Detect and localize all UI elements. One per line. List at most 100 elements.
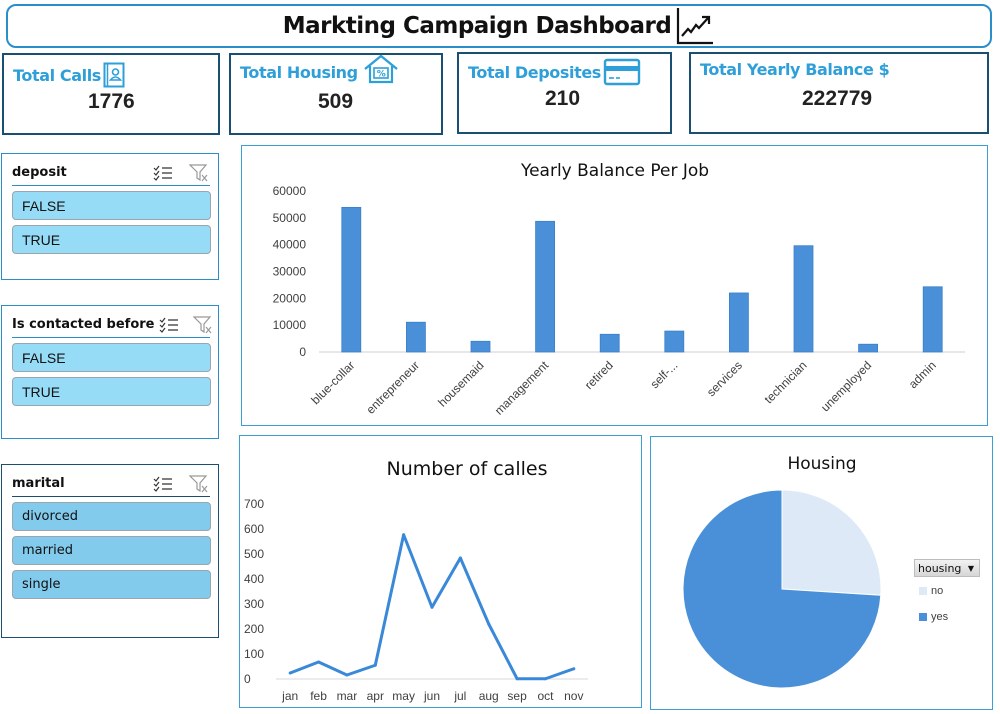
calls-line-chart: Number of calles 0 100 200 300 400 500 600 700 ja… <box>244 458 588 703</box>
bar-admin <box>922 286 943 353</box>
data-point-jun <box>430 605 434 609</box>
x-tick-label: sep <box>507 689 527 703</box>
kpi-label: Total Calls <box>13 65 101 85</box>
y-tick-label: 0 <box>244 672 251 686</box>
slicer-title: deposit <box>12 165 67 180</box>
y-tick-label: 20000 <box>273 291 307 305</box>
x-tick-label: jan <box>281 689 298 703</box>
legend-swatch-no <box>919 587 927 595</box>
y-tick-label: 400 <box>244 572 264 586</box>
bar-retired <box>599 333 620 353</box>
legend-label: yes <box>931 611 949 623</box>
bar-chart-panel: Yearly Balance Per Job 0 10000 20000 30000 40… <box>241 145 988 426</box>
bar-unemployed <box>858 343 878 353</box>
y-tick-label: 0 <box>299 345 306 359</box>
x-tick-label: housemaid <box>435 358 486 409</box>
x-tick-label: may <box>392 689 415 703</box>
bar-entrepreneur <box>405 321 426 353</box>
y-tick-label: 100 <box>244 647 264 661</box>
kpi-card-total-calls: Total Calls 1776 <box>2 53 220 135</box>
x-tick-label: retired <box>582 358 616 392</box>
x-tick-label: aug <box>479 689 499 703</box>
slicer-item-married[interactable]: married <box>12 536 211 565</box>
y-tick-label: 200 <box>244 622 264 636</box>
kpi-label: Total Deposites <box>468 62 601 82</box>
kpi-label: Total Housing <box>240 62 358 82</box>
slicer-title: Is contacted before <box>12 317 155 332</box>
multi-select-icon[interactable] <box>159 315 179 335</box>
legend-filter-dropdown[interactable]: housing ▼ <box>914 559 980 577</box>
house-percent-icon: % <box>363 54 398 84</box>
slicer-item-false[interactable]: FALSE <box>12 191 211 220</box>
dropdown-arrow-icon: ▼ <box>967 563 974 573</box>
y-tick-label: 700 <box>244 497 264 511</box>
x-tick-label: apr <box>367 689 384 703</box>
bar-technician <box>793 245 814 353</box>
kpi-label: Total Yearly Balance $ <box>700 60 890 79</box>
y-tick-label: 40000 <box>273 238 307 252</box>
slicer-header: marital <box>12 471 210 497</box>
x-tick-label: entrepreneur <box>364 358 422 416</box>
legend-item-no: no <box>919 585 943 597</box>
x-tick-label: self-... <box>647 358 680 391</box>
kpi-value: 210 <box>545 87 581 110</box>
x-tick-label: management <box>492 358 552 418</box>
pie-slice-no <box>781 489 882 596</box>
bar-blue-collar <box>341 206 362 353</box>
svg-text:%: % <box>376 70 385 80</box>
slicer-item-true[interactable]: TRUE <box>12 225 211 254</box>
x-tick-label: technician <box>762 358 810 406</box>
x-tick-label: feb <box>310 689 327 703</box>
clear-filter-icon[interactable] <box>188 163 210 183</box>
slicer-item-true[interactable]: TRUE <box>12 377 211 406</box>
x-tick-label: oct <box>537 689 554 703</box>
data-point-sep <box>515 677 519 681</box>
data-point-apr <box>373 663 377 667</box>
data-point-feb <box>317 660 321 664</box>
slicer-item-false[interactable]: FALSE <box>12 343 211 372</box>
x-tick-label: jul <box>453 689 466 703</box>
line-chart-panel: Number of calles 0 100 200 300 400 500 600 700 ja… <box>239 435 642 708</box>
x-tick-label: unemployed <box>818 358 874 414</box>
housing-pie-chart: Housing <box>682 454 882 689</box>
pie-slice-yes <box>682 489 882 689</box>
y-tick-label: 500 <box>244 547 264 561</box>
y-tick-label: 600 <box>244 522 264 536</box>
legend-item-yes: yes <box>919 611 948 623</box>
y-tick-label: 50000 <box>273 211 307 225</box>
x-tick-label: services <box>704 358 745 399</box>
kpi-value: 1776 <box>88 90 135 113</box>
data-point-jul <box>458 556 462 560</box>
kpi-card-total-yearly-balance: Total Yearly Balance $ 222779 <box>689 52 989 134</box>
kpi-value: 509 <box>318 90 354 113</box>
data-point-may <box>402 533 406 537</box>
legend-label: no <box>931 585 944 597</box>
credit-card-icon <box>603 58 641 86</box>
slicer-deposit: deposit FALSE TRUE <box>1 153 219 280</box>
clear-filter-icon[interactable] <box>192 315 213 335</box>
pie-chart-panel: Housing housing ▼ no yes <box>650 436 993 710</box>
y-tick-label: 300 <box>244 597 264 611</box>
data-point-oct <box>543 677 547 681</box>
multi-select-icon[interactable] <box>152 163 174 183</box>
slicer-item-divorced[interactable]: divorced <box>12 502 211 531</box>
slicer-item-single[interactable]: single <box>12 570 211 599</box>
page-title: Markting Campaign Dashboard <box>282 13 672 39</box>
bar-management <box>535 220 556 353</box>
y-tick-label: 30000 <box>273 265 307 279</box>
multi-select-icon[interactable] <box>152 474 174 494</box>
x-tick-label: admin <box>906 358 939 391</box>
slicer-header: deposit <box>12 160 210 186</box>
chart-title: Housing <box>787 454 856 474</box>
clear-filter-icon[interactable] <box>188 474 210 494</box>
yearly-balance-bar-chart: Yearly Balance Per Job 0 10000 20000 30000 40… <box>273 161 965 418</box>
data-point-nov <box>572 667 576 671</box>
bar-self-... <box>664 330 685 353</box>
kpi-card-total-deposits: Total Deposites 210 <box>457 52 672 134</box>
slicer-is-contacted-before: Is contacted before FALSE TRUE <box>1 305 219 439</box>
bar-housemaid <box>470 340 491 353</box>
y-tick-label: 10000 <box>273 318 307 332</box>
chart-title: Yearly Balance Per Job <box>520 161 709 181</box>
trend-chart-icon <box>677 8 714 45</box>
x-tick-label: nov <box>564 689 583 703</box>
